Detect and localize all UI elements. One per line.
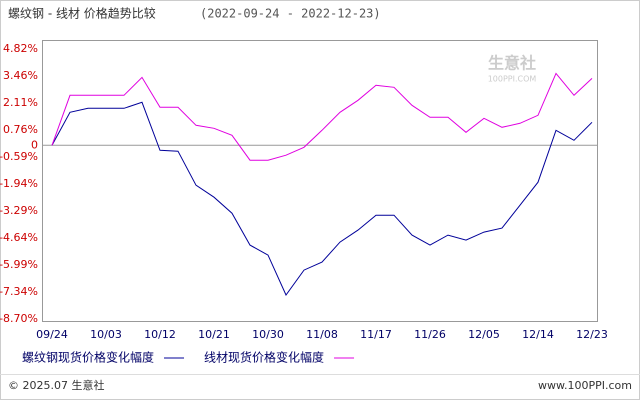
legend-label: 线材现货价格变化幅度 [204,350,324,365]
x-tick-label: 11/17 [360,328,392,341]
x-tick-label: 12/14 [522,328,554,341]
series-line [51,72,593,161]
y-tick-label: 2.11% [3,96,38,109]
footer-right: www.100PPI.com [538,379,632,392]
x-tick-label: 11/08 [306,328,338,341]
y-tick-label: -5.99% [0,258,38,271]
x-tick-label: 10/03 [90,328,122,341]
x-tick-label: 10/21 [198,328,230,341]
y-tick-label: 0.76% [3,123,38,136]
x-tick-label: 09/24 [36,328,68,341]
y-tick-label: -4.64% [0,231,38,244]
y-tick-label: -1.94% [0,177,38,190]
y-tick-label: -8.70% [0,312,38,325]
y-tick-label: 4.82% [3,42,38,55]
x-tick-label: 12/23 [576,328,608,341]
chart-title: 螺纹钢 - 线材 价格趋势比较 [8,6,156,21]
y-tick-label: 3.46% [3,69,38,82]
y-tick-label: -0.59% [0,150,38,163]
footer-left: © 2025.07 生意社 [8,378,104,392]
x-tick-label: 11/26 [414,328,446,341]
x-tick-label: 10/12 [144,328,176,341]
x-tick-label: 10/30 [252,328,284,341]
watermark-sub: 100PPI.COM [488,75,537,84]
y-tick-label: -7.34% [0,285,38,298]
x-tick-label: 12/05 [468,328,500,341]
plot-area [42,40,598,322]
y-tick-label: 0 [31,138,38,151]
watermark: 生意社 [488,54,536,73]
chart-subtitle: (2022-09-24 - 2022-12-23) [200,7,381,21]
y-tick-label: -3.29% [0,204,38,217]
legend-label: 螺纹钢现货价格变化幅度 [22,350,154,365]
series-line [51,101,593,296]
